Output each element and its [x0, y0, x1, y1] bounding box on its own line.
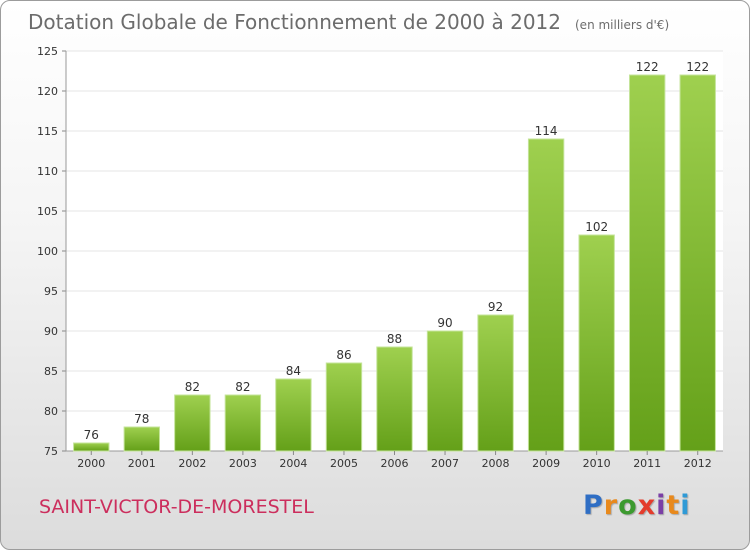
bar-value-label: 92 — [488, 300, 503, 314]
x-tick-label: 2005 — [330, 457, 358, 470]
bar-value-label: 122 — [636, 60, 659, 74]
x-tick-label: 2008 — [482, 457, 510, 470]
logo-letter: o — [618, 490, 638, 521]
y-tick-label: 75 — [44, 445, 58, 458]
y-tick-label: 120 — [37, 85, 58, 98]
x-tick-label: 2006 — [381, 457, 409, 470]
y-tick-label: 125 — [37, 45, 58, 58]
commune-name: SAINT-VICTOR-DE-MORESTEL — [39, 496, 314, 518]
x-tick-label: 2001 — [128, 457, 156, 470]
bar-value-label: 114 — [535, 124, 558, 138]
bar-value-label: 84 — [286, 364, 301, 378]
bar — [325, 362, 363, 452]
y-tick-label: 100 — [37, 245, 58, 258]
bar — [477, 314, 514, 452]
logo-letter: t — [666, 490, 681, 521]
y-tick-label: 85 — [44, 365, 58, 378]
bar — [376, 346, 413, 452]
bar-value-label: 102 — [585, 220, 608, 234]
y-tick-label: 115 — [37, 125, 58, 138]
y-tick-label: 105 — [37, 205, 58, 218]
bar — [174, 394, 211, 452]
y-tick-label: 90 — [44, 325, 58, 338]
bar-value-label: 78 — [134, 412, 149, 426]
bar — [629, 74, 666, 452]
x-tick-label: 2002 — [178, 457, 206, 470]
bar — [426, 330, 464, 452]
bar-value-label: 122 — [686, 60, 709, 74]
bar — [275, 378, 312, 452]
logo-letter: P — [583, 490, 604, 521]
bar — [123, 426, 160, 452]
logo-letter: i — [656, 490, 667, 521]
bar-value-label: 88 — [387, 332, 402, 346]
y-tick-label: 95 — [44, 285, 58, 298]
bar — [224, 394, 262, 452]
x-tick-label: 2010 — [583, 457, 611, 470]
bar — [527, 138, 565, 452]
bar-value-label: 90 — [437, 316, 452, 330]
bar-value-label: 76 — [84, 428, 99, 442]
bar-value-label: 82 — [185, 380, 200, 394]
y-tick-label: 80 — [44, 405, 58, 418]
logo-letter: x — [637, 490, 657, 521]
bar-value-label: 82 — [235, 380, 250, 394]
y-tick-label: 110 — [37, 165, 58, 178]
x-tick-label: 2007 — [431, 457, 459, 470]
chart-title: Dotation Globale de Fonctionnement de 20… — [28, 10, 561, 34]
x-tick-label: 2004 — [279, 457, 307, 470]
bar — [73, 442, 110, 452]
logo-letter: i — [680, 490, 691, 521]
x-tick-label: 2012 — [684, 457, 712, 470]
x-tick-label: 2011 — [633, 457, 661, 470]
chart-unit-note: (en milliers d'€) — [575, 18, 670, 32]
x-tick-label: 2000 — [77, 457, 105, 470]
x-tick-label: 2003 — [229, 457, 257, 470]
bar — [679, 74, 716, 452]
proxiti-logo: Proxiti — [583, 490, 691, 521]
x-tick-label: 2009 — [532, 457, 560, 470]
bar-value-label: 86 — [336, 348, 351, 362]
chart-title-block: Dotation Globale de Fonctionnement de 20… — [28, 10, 669, 34]
logo-letter: r — [603, 490, 619, 521]
bar — [578, 234, 615, 452]
